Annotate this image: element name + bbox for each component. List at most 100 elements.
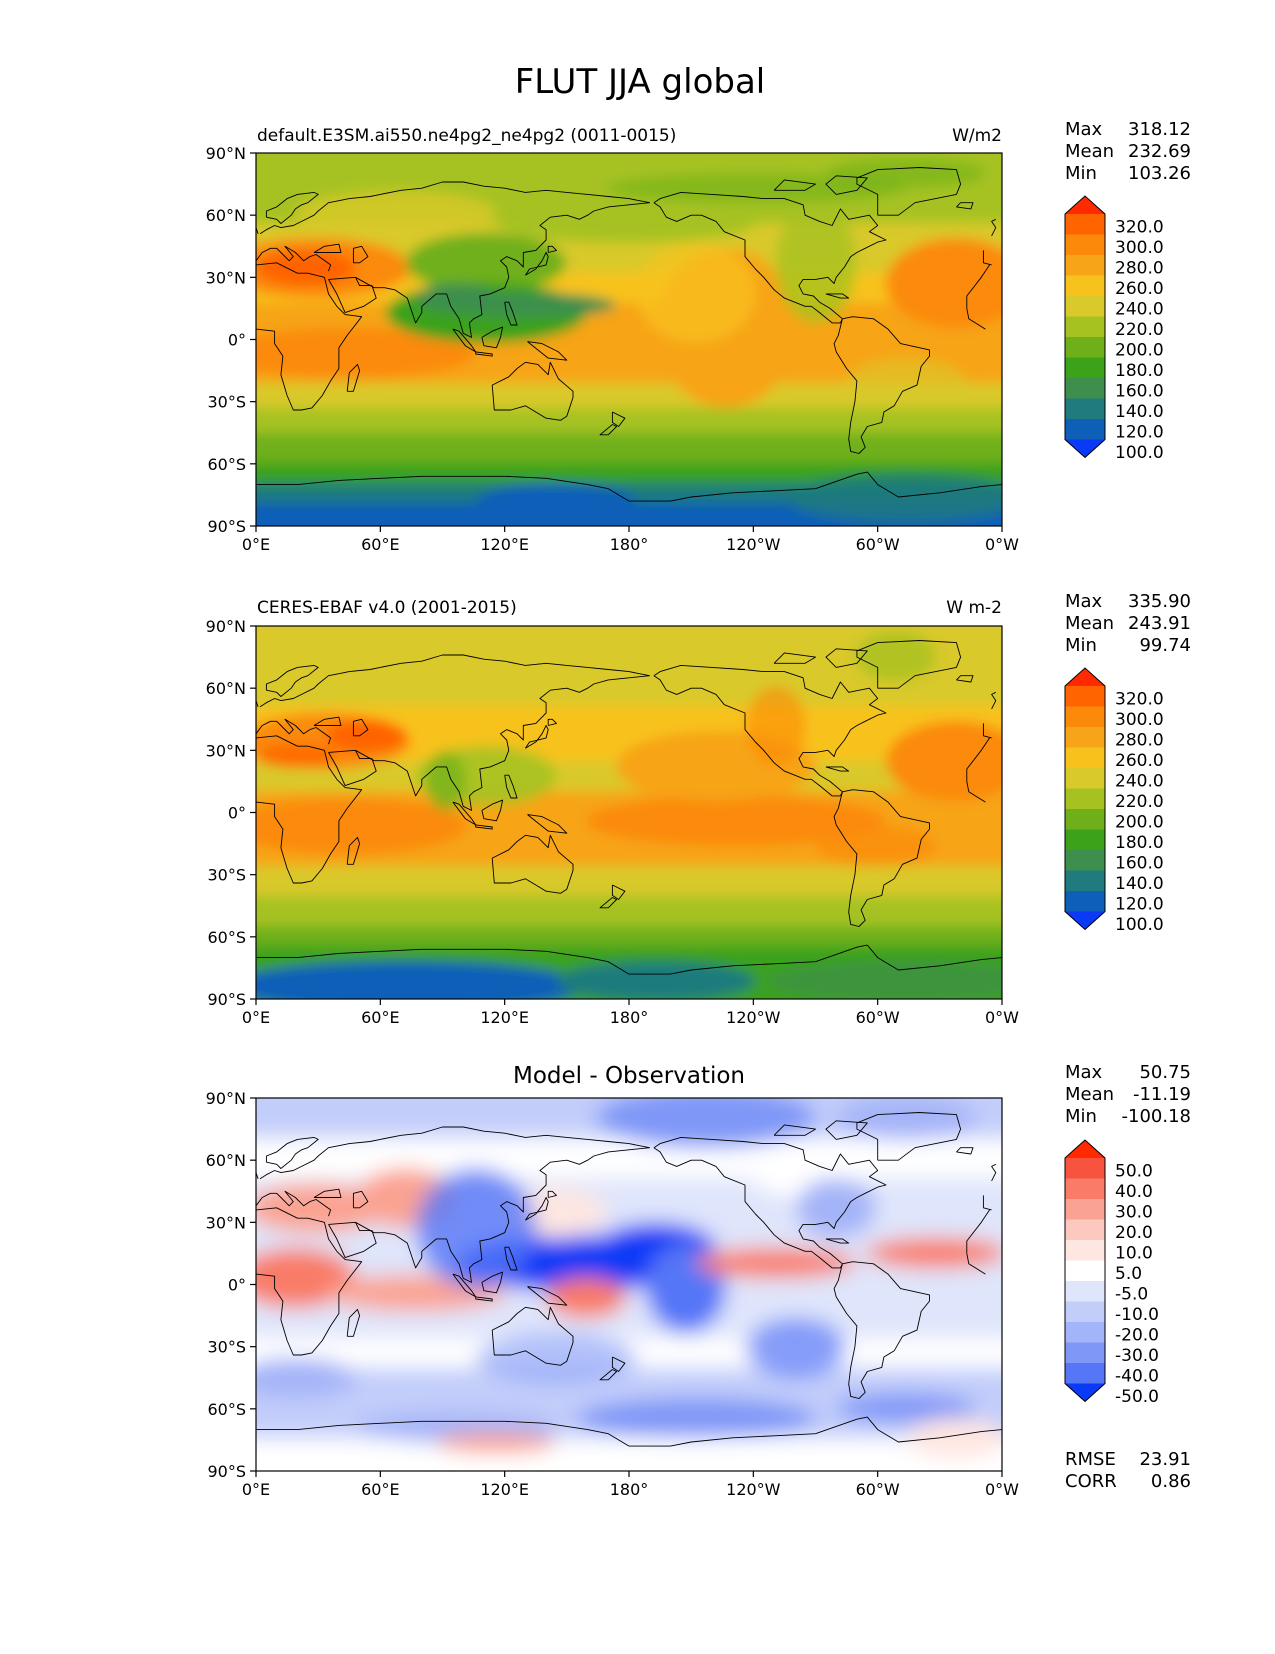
contour-blob — [636, 243, 756, 343]
coastline — [346, 1308, 361, 1337]
x-axis-ticks: 0°E 60°E 120°E 180° 120°W 60°W 0°W — [242, 999, 1019, 1027]
stats-block: Max 50.75 Mean -11.19 Min -100.18 — [1065, 1062, 1191, 1127]
y-tick-label: 60°S — [207, 928, 246, 947]
contour-blob — [906, 1418, 1002, 1458]
colorbar-label: 200.0 — [1115, 813, 1164, 833]
coastline — [355, 675, 650, 811]
colorbar-label: 260.0 — [1115, 279, 1164, 299]
contour-blob — [416, 1168, 536, 1288]
x-tick-label: 60°E — [361, 1480, 399, 1499]
contour-blob — [296, 191, 496, 235]
colorbar-segment — [1065, 870, 1105, 892]
colorbar-segment — [1065, 768, 1105, 790]
colorbar-extend-top — [1065, 1140, 1105, 1158]
colorbar-label: 50.0 — [1115, 1162, 1153, 1182]
x-tick-label: 120°W — [726, 1008, 781, 1027]
colorbar-segment — [1065, 296, 1105, 318]
colorbar-label: 100.0 — [1115, 443, 1164, 463]
y-tick-label: 60°S — [207, 1400, 246, 1419]
stat-max-label: Max — [1065, 119, 1103, 140]
coastline — [352, 718, 369, 737]
colorbar-label: 20.0 — [1115, 1223, 1153, 1243]
colorbar-segment — [1065, 1260, 1105, 1282]
contour-blob — [836, 1393, 976, 1423]
contour-blob — [476, 483, 636, 523]
y-tick-label: 90°S — [207, 517, 246, 536]
colorbar-segment — [1065, 1363, 1105, 1385]
coastline — [491, 361, 574, 421]
contour-blob — [256, 250, 356, 286]
y-tick-label: 60°S — [207, 455, 246, 474]
colorbar-segment — [1065, 686, 1105, 708]
y-tick-label: 30°N — [206, 1213, 246, 1232]
x-tick-label: 60°E — [361, 1008, 399, 1027]
x-tick-label: 0°E — [242, 1480, 270, 1499]
colorbar-label: 240.0 — [1115, 300, 1164, 320]
coastline — [313, 1188, 342, 1198]
contour-blob — [826, 158, 986, 188]
contour-blob — [556, 961, 756, 999]
contour-blob — [746, 686, 806, 766]
coastline — [773, 652, 816, 664]
colorbar-label: 220.0 — [1115, 320, 1164, 340]
x-tick-label: 60°W — [856, 1008, 900, 1027]
coastline — [966, 308, 986, 330]
coastline — [328, 749, 377, 787]
coastline — [504, 1246, 518, 1271]
colorbar-segment — [1065, 398, 1105, 420]
contour-blob — [426, 751, 466, 811]
coastline — [452, 801, 477, 826]
y-tick-label: 90°N — [206, 144, 246, 163]
y-tick-label: 60°N — [206, 206, 246, 225]
stat-max-label: Max — [1065, 591, 1103, 612]
panel-units: W/m2 — [952, 126, 1002, 146]
coastlines — [256, 640, 1002, 975]
coastline — [265, 1136, 319, 1169]
coastline — [833, 316, 930, 454]
coastline — [346, 836, 361, 865]
contour-blob — [576, 1398, 816, 1438]
y-tick-label: 0° — [228, 804, 246, 823]
coastline — [982, 250, 992, 266]
y-tick-label: 90°S — [207, 990, 246, 1009]
y-tick-label: 90°S — [207, 1462, 246, 1481]
coastline — [491, 834, 574, 894]
contour-blob — [496, 203, 756, 243]
coastline — [956, 1147, 974, 1155]
coastline — [504, 774, 518, 799]
colorbar-label: 160.0 — [1115, 382, 1164, 402]
coastline — [966, 781, 986, 803]
coastline — [256, 471, 1002, 502]
coastline — [256, 245, 332, 272]
coastline — [355, 1147, 650, 1283]
stat-max-value: 335.90 — [1128, 591, 1191, 612]
coastline — [452, 1273, 477, 1298]
colorbar-segment — [1065, 337, 1105, 359]
colorbar-segment — [1065, 275, 1105, 297]
coastline — [982, 1195, 992, 1211]
coastline — [825, 293, 850, 299]
colorbar-label: -40.0 — [1115, 1367, 1159, 1387]
y-axis-ticks: 90°N 60°N 30°N 0° 30°S 60°S 90°S — [206, 617, 256, 1009]
stat-corr-label: CORR — [1065, 1471, 1117, 1492]
coastline — [653, 664, 887, 797]
coastline — [256, 1416, 1002, 1447]
coastline — [825, 648, 868, 668]
y-tick-label: 30°N — [206, 268, 246, 287]
colorbar-label: -30.0 — [1115, 1346, 1159, 1366]
colorbar-label: 280.0 — [1115, 731, 1164, 751]
coastline — [991, 1163, 997, 1182]
coastline — [547, 718, 557, 726]
coastline — [259, 1126, 650, 1180]
colorbar-segment — [1065, 419, 1105, 441]
coastline — [256, 262, 363, 411]
coastline — [773, 1124, 816, 1136]
x-axis-ticks: 0°E 60°E 120°E 180° 120°W 60°W 0°W — [242, 526, 1019, 554]
coastline — [547, 245, 557, 253]
y-tick-label: 30°N — [206, 741, 246, 760]
coastline — [256, 944, 1002, 975]
contour-blob — [866, 1238, 1002, 1268]
colorbar-segment — [1065, 1342, 1105, 1364]
stat-rmse-value: 23.91 — [1139, 1449, 1191, 1470]
